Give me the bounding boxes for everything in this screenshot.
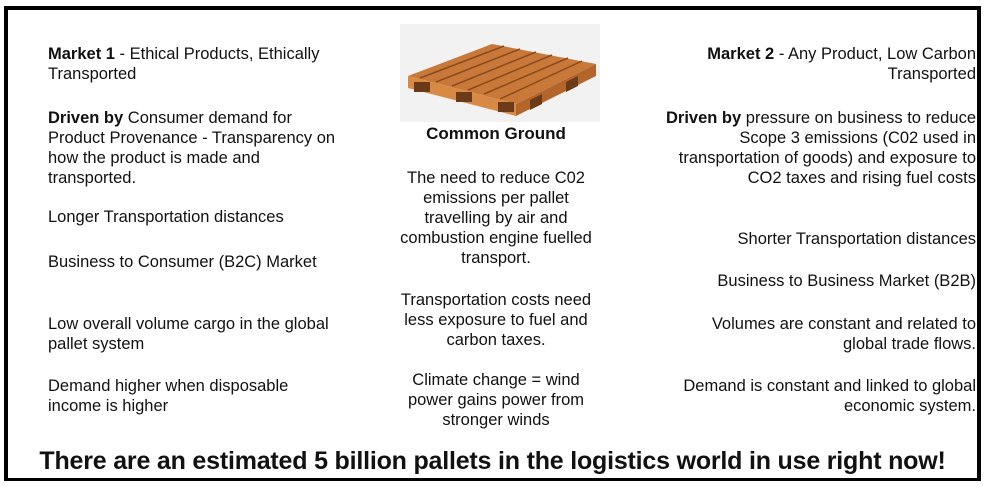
driver-bold: Driven by [666,109,741,127]
page: {"left":{"heading_bold":"Market 1","head… [0,0,985,487]
item: Demand higher when disposable income is … [48,376,338,416]
item: Climate change = wind power gains power … [392,370,600,430]
item: Transportation costs need less exposure … [392,290,600,350]
item: Longer Transportation distances [48,207,338,227]
item: The need to reduce C02 emissions per pal… [392,168,600,268]
pallet-image [400,24,600,122]
item: Business to Business Market (B2B) [666,271,976,291]
item: Low overall volume cargo in the global p… [48,314,338,354]
heading-bold: Market 2 [707,45,774,63]
footer-statement: There are an estimated 5 billion pallets… [0,447,985,476]
item: Business to Consumer (B2C) Market [48,252,338,272]
heading: Market 2 - Any Product, Low Carbon Trans… [666,44,976,84]
column-title: Common Ground [392,124,600,144]
heading-text: - Any Product, Low Carbon Transported [779,45,976,83]
item: Demand is constant and linked to global … [666,376,976,416]
driver: Driven by pressure on business to reduce… [666,108,976,188]
heading: Market 1 - Ethical Products, Ethically T… [48,44,338,84]
driver-bold: Driven by [48,109,123,127]
item: Volumes are constant and related to glob… [666,314,976,354]
driver: Driven by Consumer demand for Product Pr… [48,108,338,188]
item: Shorter Transportation distances [666,229,976,249]
heading-bold: Market 1 [48,45,115,63]
